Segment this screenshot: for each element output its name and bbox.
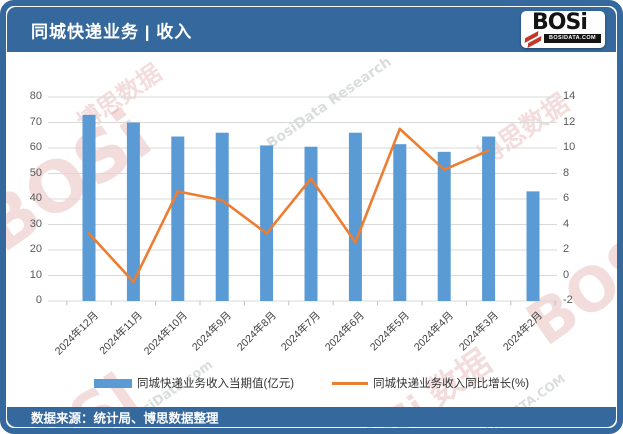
legend-label-growth: 同城快递业务收入同比增长(%): [373, 378, 530, 390]
bar-2024年11月: [126, 122, 140, 301]
footer-bar: 数据来源：统计局、博思数据整理: [7, 407, 616, 427]
line-series-swatch: [332, 381, 369, 385]
bar-2024年2月: [526, 191, 540, 301]
page-title: 同城快递业务 | 收入: [31, 22, 193, 41]
bar-series-swatch: [93, 378, 132, 388]
bar-2024年3月: [482, 136, 496, 301]
data-source-text: 数据来源：统计局、博思数据整理: [31, 411, 219, 426]
bosi-logo: BOSi BOSIDATA.COM: [521, 11, 605, 48]
bosi-logo-domain: BOSIDATA.COM: [544, 34, 601, 43]
legend-item-revenue: 同城快递业务收入当期值(亿元): [93, 375, 295, 391]
bar-2024年9月: [215, 132, 229, 301]
bar-2024年7月: [304, 146, 318, 301]
bar-2024年8月: [260, 145, 274, 301]
bosi-logo-text: BOSi: [532, 11, 588, 35]
bar-2024年5月: [393, 144, 407, 301]
legend-label-revenue: 同城快递业务收入当期值(亿元): [136, 378, 295, 390]
header-bar: 同城快递业务 | 收入 BOSi BOSIDATA.COM: [7, 7, 616, 52]
legend-item-growth: 同城快递业务收入同比增长(%): [332, 375, 529, 391]
bar-2024年12月: [82, 114, 96, 301]
growth-line: [87, 127, 490, 284]
bar-2024年6月: [348, 132, 362, 301]
bar-2024年4月: [437, 151, 451, 301]
chart-legend: 同城快递业务收入当期值(亿元) 同城快递业务收入同比增长(%): [0, 375, 623, 391]
bar-2024年10月: [171, 136, 185, 301]
